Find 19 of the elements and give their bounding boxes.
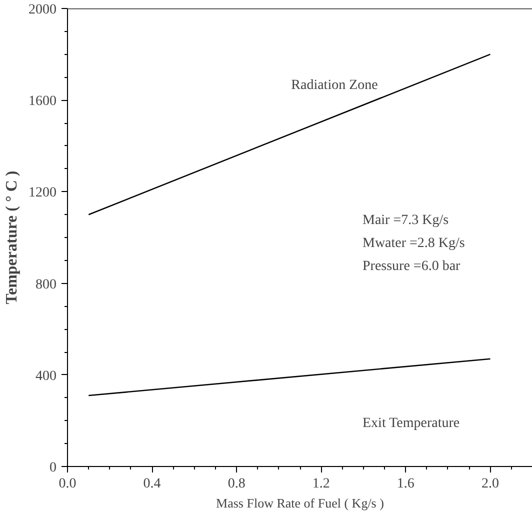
- x-tick-label: 1.2: [312, 476, 330, 492]
- x-tick-label: 2.0: [481, 476, 499, 492]
- y-axis-title: Temperature ( ° C ): [4, 170, 20, 304]
- annotation: Pressure =6.0 bar: [362, 259, 461, 274]
- x-tick-label: 1.6: [396, 476, 414, 492]
- x-tick-label: 0.4: [143, 476, 161, 492]
- y-tick-label: 0: [50, 460, 56, 476]
- y-tick-label: 2000: [28, 2, 56, 18]
- x-tick-label: 0.0: [58, 476, 76, 492]
- annotation: Mair =7.3 Kg/s: [362, 213, 449, 228]
- x-tick-label: 0.8: [228, 476, 246, 492]
- y-tick-label: 1200: [28, 186, 56, 201]
- annotation: Exit Temperature: [362, 416, 460, 431]
- annotation: Radiation Zone: [291, 78, 378, 93]
- y-tick-label: 1600: [28, 94, 56, 110]
- y-tick-label: 400: [36, 368, 56, 384]
- y-tick-label: 800: [36, 277, 56, 292]
- annotation: Mwater =2.8 Kg/s: [362, 236, 465, 251]
- x-axis-title: Mass Flow Rate of Fuel ( Kg/s ): [216, 496, 384, 510]
